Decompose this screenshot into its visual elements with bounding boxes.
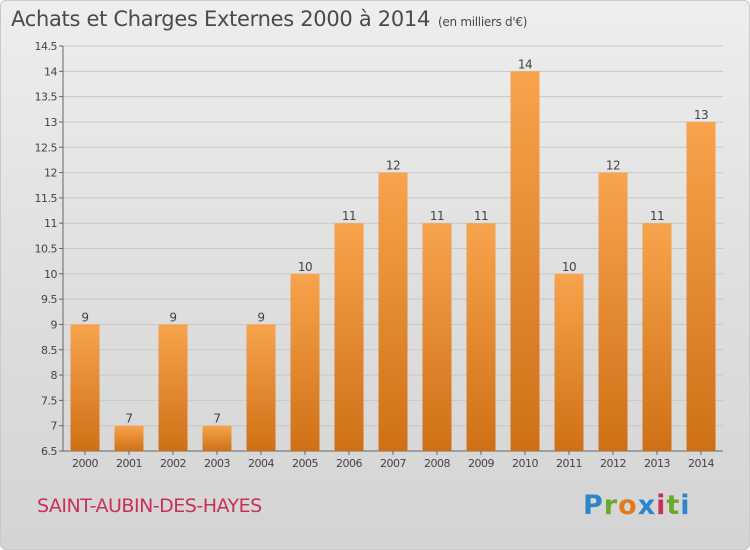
data-label: 10 xyxy=(298,260,312,274)
x-tick-label: 2010 xyxy=(512,457,538,470)
y-tick-label: 9.5 xyxy=(41,293,57,306)
labels: 6.5 7 7.5 8 8.5 9 9.5 10 10.5 11 11.5 12 12.5 13 13.5 1… xyxy=(35,40,715,470)
data-label: 11 xyxy=(342,209,356,223)
data-label: 7 xyxy=(125,412,132,426)
bar-2005 xyxy=(290,273,320,451)
y-tick-label: 7 xyxy=(51,420,58,433)
logo-letter: P xyxy=(583,490,604,521)
y-tick-label: 14.5 xyxy=(35,40,58,53)
chart-unit: (en milliers d'€) xyxy=(438,15,528,29)
data-label: 10 xyxy=(562,260,576,274)
chart-title: Achats et Charges Externes 2000 à 2014 (e… xyxy=(11,7,527,31)
bar-2013 xyxy=(642,223,672,451)
y-tick-label: 11 xyxy=(44,217,57,230)
x-tick-label: 2002 xyxy=(160,457,186,470)
y-tick-label: 11.5 xyxy=(35,192,58,205)
data-label: 11 xyxy=(650,209,664,223)
x-tick-label: 2014 xyxy=(688,457,714,470)
x-tick-label: 2005 xyxy=(292,457,318,470)
data-label: 12 xyxy=(386,159,400,173)
logo-letter: t xyxy=(666,490,681,521)
x-tick-label: 2000 xyxy=(72,457,98,470)
bar-2003 xyxy=(202,425,232,451)
commune-name: SAINT-AUBIN-DES-HAYES xyxy=(37,495,262,517)
data-label: 14 xyxy=(518,57,532,71)
logo-letter: i xyxy=(680,490,691,521)
x-tick-label: 2013 xyxy=(644,457,670,470)
x-tick-label: 2006 xyxy=(336,457,362,470)
bar-2000 xyxy=(70,324,100,451)
data-label: 9 xyxy=(169,310,176,324)
x-tick-label: 2011 xyxy=(556,457,582,470)
x-tick-label: 2008 xyxy=(424,457,450,470)
bar-2004 xyxy=(246,324,276,451)
logo-letter: o xyxy=(618,490,638,521)
logo-letter: r xyxy=(603,490,619,521)
data-label: 12 xyxy=(606,159,620,173)
x-tick-label: 2001 xyxy=(116,457,142,470)
y-tick-label: 9 xyxy=(51,318,58,331)
y-tick-label: 13 xyxy=(44,116,57,129)
logo-letter: i xyxy=(656,490,667,521)
bar-2009 xyxy=(466,223,496,451)
bar-2010 xyxy=(510,71,540,451)
bar-2014 xyxy=(686,121,716,451)
bars xyxy=(70,71,716,451)
y-tick-label: 12.5 xyxy=(35,141,58,154)
bar-2008 xyxy=(422,223,452,451)
y-tick-label: 7.5 xyxy=(41,394,57,407)
chart-title-text: Achats et Charges Externes 2000 à 2014 xyxy=(11,7,431,31)
x-tick-label: 2012 xyxy=(600,457,626,470)
y-tick-label: 14 xyxy=(44,65,57,78)
data-label: 11 xyxy=(474,209,488,223)
y-tick-label: 8.5 xyxy=(41,344,57,357)
proxiti-logo[interactable]: Proxiti xyxy=(583,490,691,521)
x-tick-label: 2003 xyxy=(204,457,230,470)
y-tick-label: 10.5 xyxy=(35,243,58,256)
data-label: 13 xyxy=(694,108,708,122)
data-label: 7 xyxy=(213,412,220,426)
y-tick-label: 12 xyxy=(44,167,57,180)
logo-letter: x xyxy=(637,490,657,521)
x-tick-label: 2009 xyxy=(468,457,494,470)
bar-2012 xyxy=(598,172,628,451)
data-label: 9 xyxy=(81,310,88,324)
bar-2002 xyxy=(158,324,188,451)
data-label: 9 xyxy=(257,310,264,324)
y-tick-label: 6.5 xyxy=(41,445,57,458)
bar-2001 xyxy=(114,425,144,451)
y-tick-label: 13.5 xyxy=(35,91,58,104)
bar-2007 xyxy=(378,172,408,451)
x-tick-label: 2007 xyxy=(380,457,406,470)
x-tick-label: 2004 xyxy=(248,457,274,470)
y-tick-label: 10 xyxy=(44,268,57,281)
bar-2011 xyxy=(554,273,584,451)
bar-2006 xyxy=(334,223,364,451)
y-tick-label: 8 xyxy=(51,369,58,382)
data-label: 11 xyxy=(430,209,444,223)
